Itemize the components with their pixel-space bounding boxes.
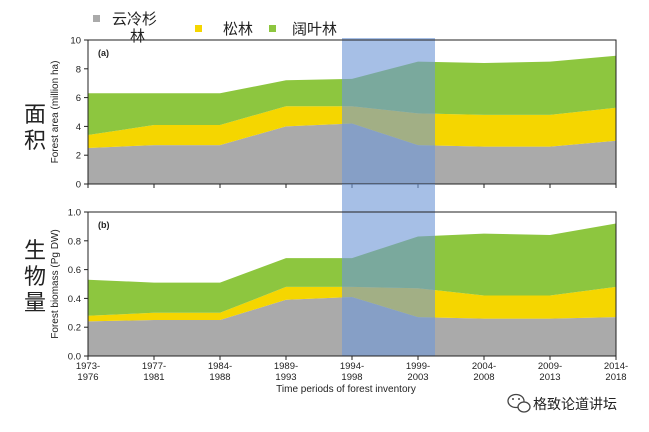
biomass-y-ticks: 0.0 0.2 0.4 0.6 0.8 1.0 [68,208,88,363]
wechat-icon [507,393,531,413]
x-tick-label: 1984- [208,361,232,372]
biomass-y-tick-label: 0.8 [68,236,81,247]
biomass-x-ticks [87,356,617,360]
legend-swatch-conifer [93,15,100,22]
biomass-y-tick-label: 0.0 [68,352,81,363]
area-y-tick-label: 0 [76,180,81,191]
biomass-y-tick-label: 1.0 [68,208,81,219]
x-tick-label: 1981 [143,372,164,383]
area-y-tick-label: 8 [76,64,81,75]
x-axis-label: Time periods of forest inventory [276,384,416,395]
x-tick-label: 1977- [142,361,166,372]
x-tick-label: 1999- [406,361,430,372]
area-y-tick-label: 10 [70,36,81,47]
x-tick-label: 2014- [604,361,628,372]
x-tick-label: 2009- [538,361,562,372]
biomass-series-pine [88,286,616,322]
area-highlight-band [342,38,435,184]
area-y-tick-label: 4 [76,122,81,133]
area-series-pine [88,106,616,148]
panel-area: 0 2 4 6 8 10 (a) Forest area (million ha) [50,36,617,191]
x-tick-label: 1993 [275,372,296,383]
x-tick-label: 2013 [539,372,560,383]
area-y-tick-label: 6 [76,93,81,104]
panel-biomass: 0.0 0.2 0.4 0.6 0.8 1.0 1973-1976 1977-1981 198… [50,184,628,395]
legend: 云冷杉林 松林 阔叶林 [93,10,337,45]
x-tick-label: 1998 [341,372,362,383]
legend-label-broadleaf: 阔叶林 [292,20,337,38]
biomass-y-axis-label: Forest biomass (Pg DW) [50,229,61,338]
area-y-ticks: 0 2 4 6 8 10 [70,36,88,191]
area-y-axis-label: Forest area (million ha) [50,61,61,164]
biomass-panel-label: (b) [98,220,110,230]
x-tick-label: 1976 [77,372,98,383]
area-panel-label: (a) [98,48,109,58]
x-tick-label: 1989- [274,361,298,372]
x-tick-label: 1994- [340,361,364,372]
side-label-biomass: 生物量 [24,239,46,316]
biomass-y-tick-label: 0.4 [68,294,81,305]
watermark-text: 格致论道讲坛 [533,397,617,413]
legend-swatch-broadleaf [269,25,276,32]
x-tick-labels: 1973-1976 1977-1981 1984-1988 1989-1993 1994… [76,361,628,383]
area-y-tick-label: 2 [76,151,81,162]
side-label-area: 面积 [24,103,46,154]
legend-swatch-pine [195,25,202,32]
biomass-y-tick-label: 0.2 [68,323,81,334]
legend-label-pine: 松林 [223,20,253,38]
x-tick-label: 1973- [76,361,100,372]
x-tick-label: 2008 [473,372,494,383]
x-tick-label: 2018 [605,372,626,383]
x-tick-label: 1988 [209,372,230,383]
biomass-y-tick-label: 0.6 [68,265,81,276]
x-tick-label: 2004- [472,361,496,372]
biomass-highlight-band [342,184,435,356]
x-tick-label: 2003 [407,372,428,383]
watermark: 格致论道讲坛 [507,393,617,413]
